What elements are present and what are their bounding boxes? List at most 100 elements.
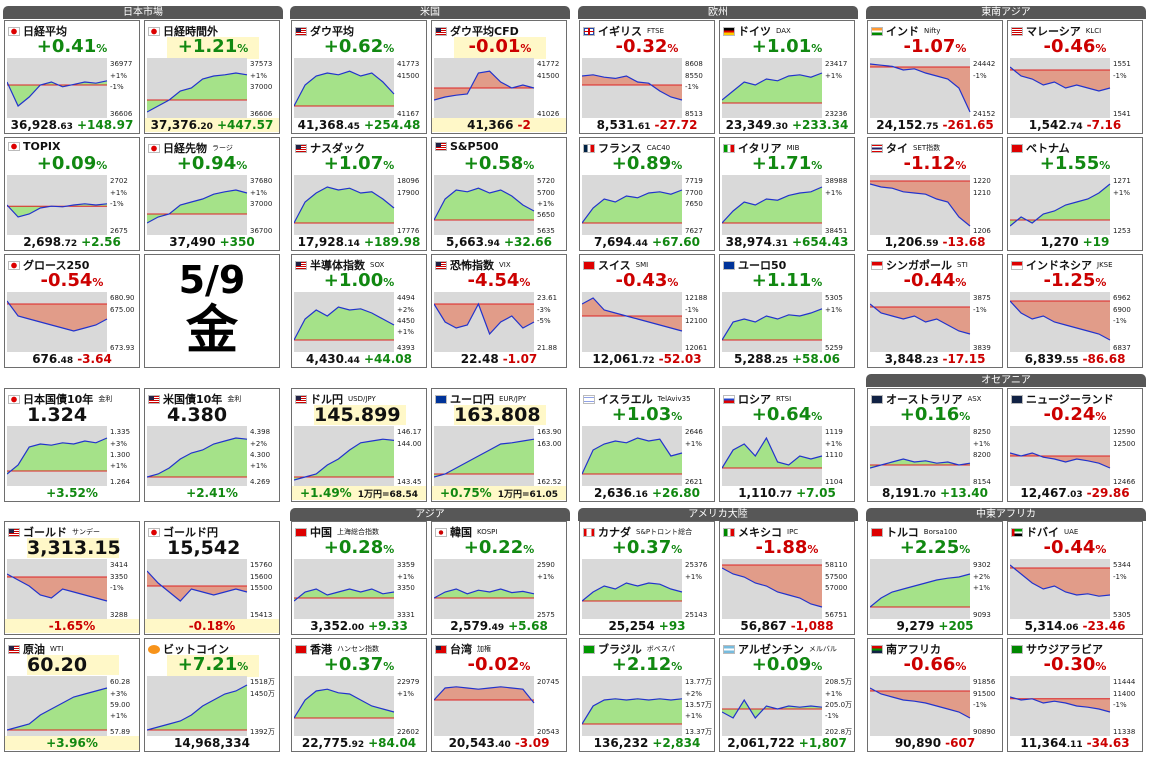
sparkline-line [7,300,108,332]
tile-eu50[interactable]: ユーロ50 +1.11% 5305 5259 +1% 5,288.25 +58.06 [719,254,855,368]
tile-name-row: タイ SET指数 [871,140,940,156]
tile-eurjpy[interactable]: ユーロ円 EUR/JPY 163.808 163.90 162.52 163.00 +0.7… [431,388,567,502]
tile-price-decimals: .44 [344,356,360,366]
tile-jse[interactable]: 南アフリカ -0.66% 91856 90890 91500 -1% 90,890 -607 [867,638,1003,752]
tile-sparkline: 8608 8513 8550 -1% [582,58,712,118]
tile-vn[interactable]: ベトナム +1.55% 1271 1253 +1% 1,270 +19 [1007,137,1143,251]
chart-low-label: 36700 [250,227,272,235]
chart-tick-label: 59.00 [110,701,130,709]
tile-price: 163.808 [454,405,546,425]
tile-sub: DAX [776,27,791,35]
tile-dow-cfd[interactable]: ダウ平均CFD -0.01% 41772 41026 41500 41,366 -2 [431,20,567,134]
tile-sparkline: 41772 41026 41500 [434,58,564,118]
sparkline-area [434,686,534,703]
sparkline-line [870,183,971,227]
tile-nikkei-ext[interactable]: 日経時間外 +1.21% 37573 36606 +1% 37000 37,376.20 +4… [144,20,280,134]
tile-ipc[interactable]: メキシコ IPC -1.88% 58110 56751 57500 57000 56,867-… [719,521,855,635]
tile-sparkline: 41773 41167 41500 [294,58,424,118]
tile-merval[interactable]: アルゼンチン メルバル +0.09% 208.5万 202.8万 +1% 205.0万 -1%… [719,638,855,752]
tile-usdjpy[interactable]: ドル円 USD/JPY 145.899 146.17 143.45 144.00 +1.49… [291,388,427,502]
tile-bovespa[interactable]: ブラジル ボベスパ +2.12% 13.77万 13.37万 +2% 13.57万 +1% 13… [579,638,715,752]
tile-bist[interactable]: トルコ Borsa100 +2.25% 9302 9093 +2% +1% 9,279 +205 [867,521,1003,635]
tile-sub: ハンセン指数 [337,645,379,653]
tile-name-row: マレーシア KLCI [1011,23,1101,39]
tile-change-percent: -1.12% [868,154,1002,176]
tile-change-percent: -1.88% [720,538,854,560]
tile-ftse[interactable]: イギリス FTSE -0.32% 8608 8513 8550 -1% 8,531.61 -27… [579,20,715,134]
chart-low-label: 24152 [973,110,995,118]
us-flag-icon [295,260,307,270]
tile-mib[interactable]: イタリア MIB +1.71% 38988 38451 +1% 38,974.31 +654.… [719,137,855,251]
tile-nikkei-fut[interactable]: 日経先物 ラージ +0.94% 37680 36700 +1% 37000 37,490 +35… [144,137,280,251]
group-southeast-asia: 東南アジア [866,6,1146,19]
tile-pct-value: -1.25 [1043,270,1096,291]
tile-pct-value: -0.43 [615,270,668,291]
tile-wti[interactable]: 原油 WTI 60.20 60.28 57.89 +3% 59.00 +1% +3.96% [4,638,140,752]
tile-footer: 41,366 -2 [432,118,566,132]
tile-dfm[interactable]: ドバイ UAE -0.44% 5344 5305 -1% 5,314.06 -23.46 [1007,521,1143,635]
tile-nz[interactable]: ニュージーランド -0.24% 12590 12466 12500 12,467.03 -2… [1007,388,1143,502]
tile-change: -23.46 [1082,619,1126,633]
chart-tick-label: +2% [250,440,267,448]
tile-topix[interactable]: TOPIX +0.09% 2702 2675 +1% -1% 2,698.72 +2.56 [4,137,140,251]
tile-nifty[interactable]: インド Nifty -1.07% 24442 24152 -1% 24,152.75 -261… [867,20,1003,134]
tile-tasi[interactable]: サウジアラビア -0.30% 11444 11338 11400 -1% 11,364.11… [1007,638,1143,752]
tile-sse[interactable]: 中国 上海総合指数 +0.28% 3359 3331 +1% 3350 3,352.00 +9.… [291,521,427,635]
sparkline-line [582,189,683,224]
chart-tick-label: 205.0万 [825,701,852,709]
tile-asx[interactable]: オーストラリア ASX +0.16% 8250 8154 +1% 8200 8,191.70 +… [867,388,1003,502]
tile-jkse[interactable]: インドネシア JKSE -1.25% 6962 6837 6900 -1% 6,839.55-… [1007,254,1143,368]
tile-change-percent: +1.11% [720,271,854,293]
tile-jgb10[interactable]: 日本国債10年 金利 1.324 1.335 1.264 +3% 1.300 +1% +3.52… [4,388,140,502]
tile-nikkei[interactable]: 日経平均 +0.41% 36977 36606 +1% -1% 36,928.63 +148.… [4,20,140,134]
tile-change: -3.64 [77,352,112,366]
tile-change: +32.66 [503,235,552,249]
tile-price: 145.899 [314,405,406,425]
tile-price-decimals: .11 [1066,740,1083,750]
chart-tick-label: +3% [110,440,127,448]
tile-btc[interactable]: ビットコイン +7.21% 1518万 1392万 1450万 14,968,334 [144,638,280,752]
au-flag-icon [871,394,883,404]
chart-high-label: 20745 [537,678,559,686]
sparkline-svg: 2702 2675 +1% -1% [7,175,128,235]
tile-gold[interactable]: ゴールド サンデー 3,313.15 3414 3288 3350 -1% -1.65% [4,521,140,635]
sparkline-line [147,72,248,113]
tile-sparkline: 3875 3839 -1% [870,292,1000,352]
tile-name-row: ビットコイン [148,641,234,657]
tile-change-percent: +7.21% [167,655,259,677]
tile-sox[interactable]: 半導体指数 SOX +1.00% 4494 4393 +2% 4450 +1% 4,430.44… [291,254,427,368]
tile-kospi[interactable]: 韓国 KOSPI +0.22% 2590 2575 +1% 2,579.49 +5.68 [431,521,567,635]
tile-sub: WTI [50,645,64,653]
tile-sub: メルバル [808,645,837,653]
tile-pct-value: +0.64 [751,404,812,425]
tile-telaviv[interactable]: イスラエル TelAviv35 +1.03% 2646 2621 +1% 2,636.16 +… [579,388,715,502]
tile-set[interactable]: タイ SET指数 -1.12% 1220 1206 1210 1,206.59 -13.68 [867,137,1003,251]
tile-vix[interactable]: 恐怖指数 VIX -4.54% 23.61 21.88 -3% -5% 22.48 -1.07 [431,254,567,368]
tile-change: -27.72 [654,118,698,132]
tile-dax[interactable]: ドイツ DAX +1.01% 23417 23236 +1% 23,349.30 +233.3… [719,20,855,134]
tile-taiex[interactable]: 台湾 加権 -0.02% 20745 20543 20,543.40 -3.09 [431,638,567,752]
tile-sp500[interactable]: S&P500 +0.58% 5720 5635 5700 +1% 5650 5,663.94 +… [431,137,567,251]
tile-change: -29.86 [1086,486,1130,500]
us-flag-icon [435,26,447,36]
percent-unit: % [383,42,395,55]
tile-pct-value: +0.09 [751,654,812,675]
tile-rtsi[interactable]: ロシア RTSI +0.64% 1119 1104 +1% 1110 1,110.77 +7.0… [719,388,855,502]
tile-nasdaq[interactable]: ナスダック +1.07% 18096 17776 17900 17,928.14 +189.… [291,137,427,251]
tile-klci[interactable]: マレーシア KLCI -0.46% 1551 1541 -1% 1,542.74 -7.16 [1007,20,1143,134]
tile-gold-jpy[interactable]: ゴールド円 15,542 15760 15413 15600 15500 -0.18% [144,521,280,635]
chart-low-label: 6837 [1113,344,1131,352]
tile-growth[interactable]: グロース250 -0.54% 680.90 673.93 675.00 676.48 -3.… [4,254,140,368]
group-japan: 日本市場 [3,6,283,19]
tile-smi[interactable]: スイス SMI -0.43% 12188 12061 -1% 12100 12,061.72-… [579,254,715,368]
tile-ust10[interactable]: 米国債10年 金利 4.380 4.398 4.269 +2% 4.300 +1% +2.41% [144,388,280,502]
chart-tick-label: -1% [110,200,124,208]
tile-footer: 2,698.72 +2.56 [5,235,139,249]
tile-price-decimals: .14 [343,239,360,249]
tile-sti[interactable]: シンガポール STI -0.44% 3875 3839 -1% 3,848.23 -17.15 [867,254,1003,368]
tile-dow[interactable]: ダウ平均 +0.62% 41773 41167 41500 41,368.45 +254.4… [291,20,427,134]
tile-tsx[interactable]: カナダ S&Pトロント総合 +0.37% 25376 25143 +1% 25,254 +93 [579,521,715,635]
tile-cac40[interactable]: フランス CAC40 +0.89% 7719 7627 7700 7650 7,694.44 +… [579,137,715,251]
tile-hsi[interactable]: 香港 ハンセン指数 +0.37% 22979 22602 +1% 22,775.92 +84.… [291,638,427,752]
tile-change-percent: +0.22% [432,538,566,560]
